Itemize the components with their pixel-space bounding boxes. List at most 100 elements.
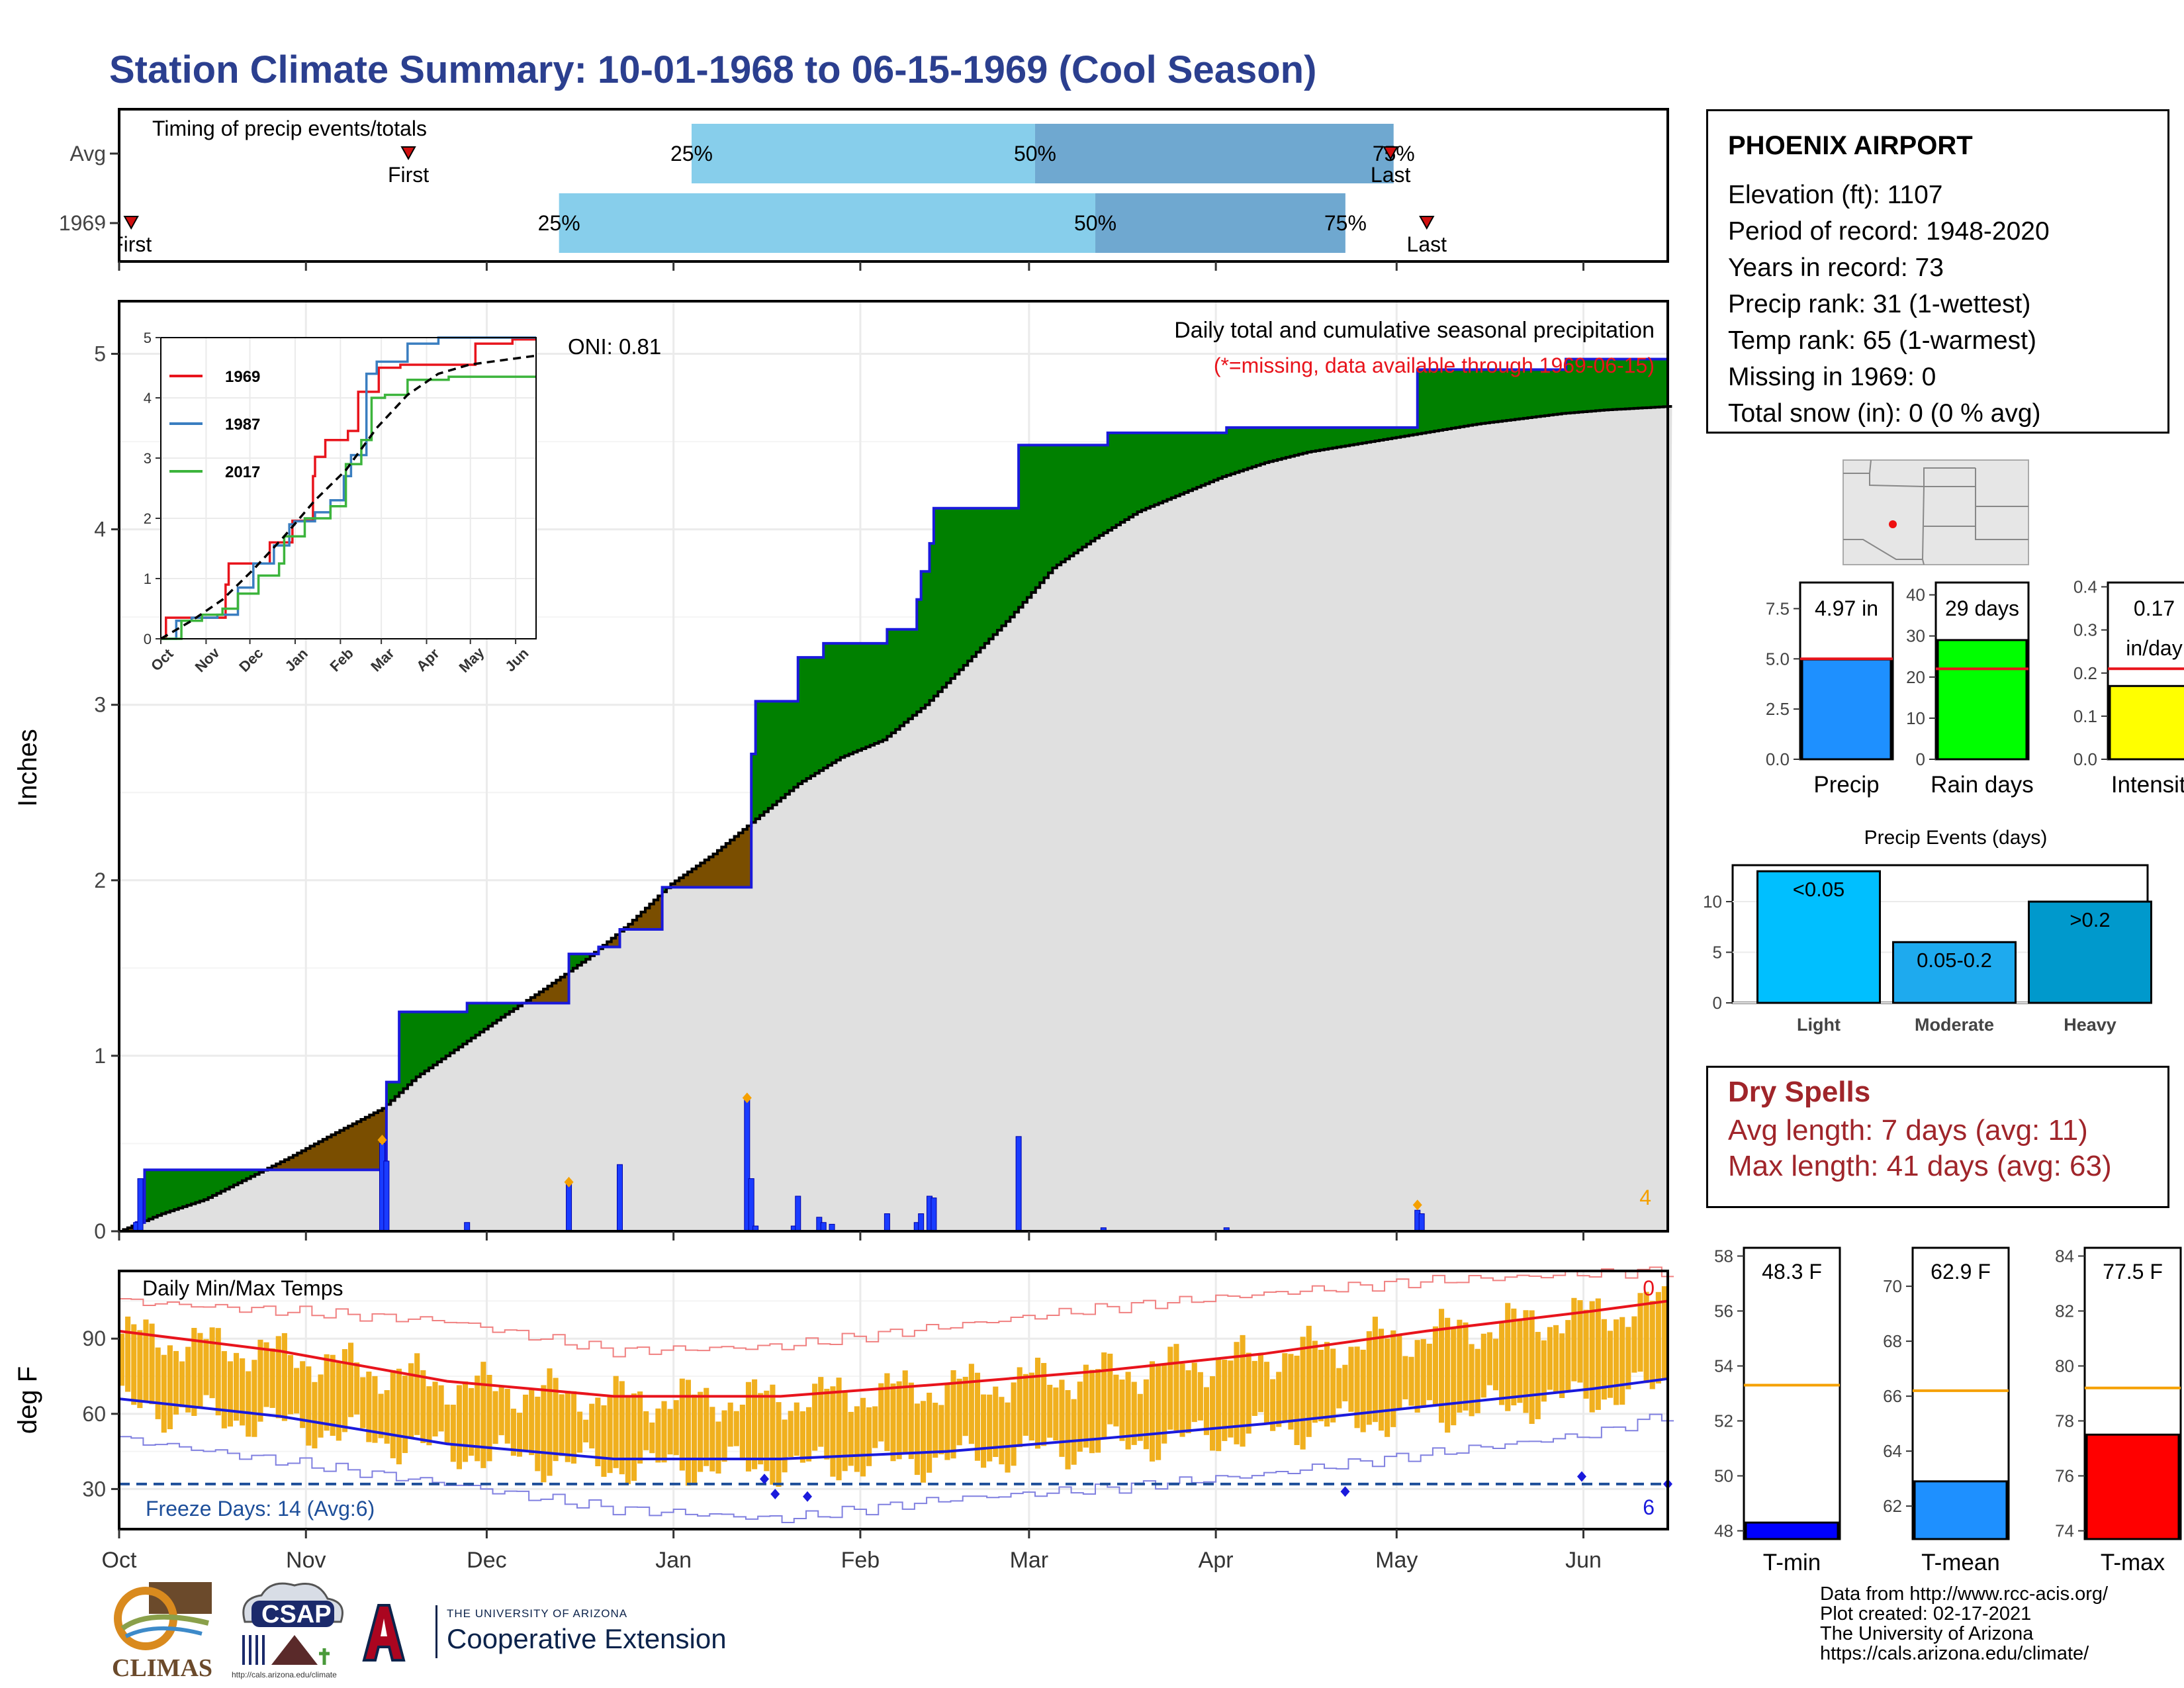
month-tick-label: Dec	[467, 1548, 506, 1573]
csap-logo: CSAP http://cals.arizona.edu/climate	[232, 1575, 351, 1685]
above-average-segment	[853, 643, 858, 753]
above-average-segment	[424, 1011, 430, 1071]
below-average-segment	[670, 884, 676, 888]
timing-p25-label: 25%	[670, 142, 713, 165]
events-x-label: Light	[1797, 1015, 1841, 1035]
daily-temp-bar	[1619, 1317, 1625, 1405]
above-average-segment	[1638, 359, 1643, 408]
above-average-segment	[895, 629, 901, 729]
events-y-tick-label: 0	[1713, 993, 1722, 1013]
temp-stat-y-tick-label: 80	[2055, 1356, 2074, 1376]
daily-temp-bar	[1529, 1310, 1535, 1425]
daily-precip-bar	[1015, 1136, 1022, 1232]
below-average-segment	[293, 1155, 298, 1170]
daily-temp-bar	[745, 1382, 752, 1472]
below-average-segment	[343, 1128, 349, 1170]
inset-plot-area	[161, 338, 536, 639]
below-average-segment	[335, 1132, 340, 1170]
daily-temp-bar	[1402, 1356, 1408, 1399]
daily-temp-bar	[432, 1382, 438, 1437]
above-average-segment	[157, 1170, 162, 1216]
daily-temp-bar	[408, 1363, 414, 1438]
above-average-segment	[492, 1003, 498, 1023]
daily-temp-bar	[1330, 1348, 1336, 1423]
above-average-segment	[1133, 432, 1138, 515]
daily-temp-bar	[878, 1383, 884, 1442]
above-average-segment	[412, 1011, 417, 1081]
ua-small-text: THE UNIVERSITY OF ARIZONA	[447, 1607, 628, 1620]
timing-row-label: Avg	[69, 142, 106, 165]
temp-stat-frame	[1743, 1246, 1841, 1540]
daily-temp-bar	[1095, 1369, 1101, 1453]
daily-temp-bar	[812, 1383, 818, 1451]
above-average-segment	[1158, 432, 1163, 503]
above-average-segment	[242, 1170, 247, 1181]
above-average-segment	[1290, 427, 1295, 457]
above-average-segment	[1298, 427, 1304, 455]
freeze-day-marker	[760, 1474, 769, 1485]
below-average-segment	[717, 850, 722, 888]
large-event-marker	[742, 1092, 752, 1103]
stat-y-tick-label: 2.5	[1766, 699, 1790, 719]
above-average-segment	[394, 1082, 400, 1097]
daily-temp-bar	[649, 1422, 655, 1454]
daily-temp-bar	[788, 1411, 794, 1457]
above-average-segment	[968, 508, 973, 661]
daily-temp-bar	[691, 1394, 698, 1485]
above-average-segment	[1218, 432, 1223, 479]
daily-temp-bar	[920, 1401, 927, 1483]
daily-temp-bar	[739, 1404, 745, 1461]
daily-temp-bar	[872, 1406, 878, 1448]
above-average-segment	[1574, 359, 1579, 413]
arizona-a-logo	[361, 1602, 407, 1662]
timing-panel: Timing of precip events/totals Avg 25% 50%…	[59, 108, 1669, 263]
daily-temp-bar	[1342, 1364, 1348, 1401]
above-average-segment	[1226, 427, 1232, 475]
daily-temp-bar	[1065, 1389, 1071, 1470]
above-average-segment	[1044, 445, 1049, 578]
above-average-segment	[1086, 445, 1091, 544]
inset-lines	[160, 336, 537, 640]
below-average-segment	[373, 1113, 379, 1170]
daily-temp-bar	[1595, 1298, 1601, 1410]
above-average-segment	[1069, 445, 1075, 556]
temp-stat-bar	[2085, 1433, 2180, 1540]
precip-corner-count: 4	[1639, 1186, 1651, 1209]
above-average-segment	[1281, 427, 1287, 459]
below-average-segment	[348, 1125, 353, 1170]
above-average-segment	[963, 508, 968, 666]
above-average-segment	[954, 508, 960, 675]
below-average-segment	[560, 977, 565, 1004]
daily-temp-bar	[842, 1392, 848, 1472]
daily-temp-bar	[215, 1328, 221, 1416]
daily-temp-bar	[589, 1403, 595, 1449]
above-average-segment	[1477, 369, 1482, 424]
above-average-segment	[1366, 427, 1371, 443]
timing-p25-label: 25%	[538, 211, 580, 235]
below-average-segment	[721, 847, 727, 888]
above-average-segment	[844, 643, 850, 756]
daily-temp-bar	[523, 1394, 529, 1452]
daily-temp-bar	[673, 1400, 679, 1456]
above-average-segment	[581, 954, 586, 962]
daily-temp-bar	[848, 1411, 854, 1466]
daily-temp-bar	[1053, 1387, 1059, 1441]
timing-marker	[1419, 216, 1435, 230]
above-average-segment	[471, 1003, 477, 1039]
daily-temp-bar	[1565, 1320, 1571, 1393]
above-average-segment	[445, 1011, 451, 1056]
above-average-segment	[815, 657, 820, 774]
daily-temp-bar	[1125, 1372, 1131, 1450]
above-average-segment	[764, 701, 769, 812]
above-average-segment	[1553, 369, 1558, 415]
daily-temp-bar	[583, 1419, 589, 1442]
above-average-segment	[976, 508, 981, 653]
credit-line-date: Plot created: 02-17-2021	[1820, 1603, 2032, 1624]
above-average-segment	[904, 629, 909, 723]
daily-temp-bar	[1625, 1327, 1631, 1389]
daily-temp-bar	[956, 1378, 962, 1446]
below-average-segment	[734, 836, 739, 888]
daily-temp-bar	[480, 1362, 486, 1468]
below-average-segment	[611, 938, 616, 947]
daily-temp-bar	[1463, 1322, 1469, 1411]
